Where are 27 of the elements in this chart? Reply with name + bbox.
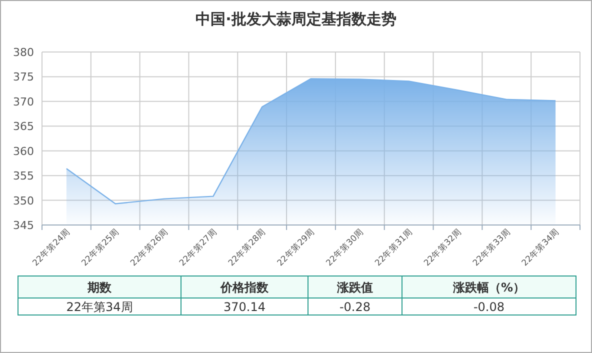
text: 期数 — [86, 280, 112, 294]
x-tick-label: 22年第31周 — [372, 226, 415, 269]
x-tick-label: 22年第32周 — [422, 226, 464, 269]
x-tick-label: 22年第26周 — [128, 226, 170, 269]
x-tick-label: 22年第29周 — [274, 226, 318, 269]
text: 价格指数 — [220, 280, 270, 294]
text: -0.28 — [339, 300, 371, 314]
x-tick-label: 22年第30周 — [324, 226, 366, 269]
y-tick-label: 360 — [13, 144, 34, 158]
y-tick-label: 380 — [13, 46, 34, 59]
text: 涨跌值 — [336, 280, 373, 294]
x-tick-label: 22年第25周 — [79, 226, 122, 269]
y-tick-label: 350 — [13, 194, 34, 208]
text: 370.14 — [224, 300, 266, 314]
x-tick-label: 22年第28周 — [226, 226, 268, 269]
y-tick-label: 365 — [13, 120, 34, 134]
text: -0.08 — [473, 300, 505, 314]
x-tick-label: 22年第34周 — [519, 226, 562, 269]
chart-title: 中国·批发大蒜周定基指数走势 — [196, 10, 396, 28]
y-tick-label: 370 — [13, 95, 34, 108]
x-tick-label: 22年第33周 — [470, 226, 513, 269]
y-tick-label: 355 — [13, 170, 34, 183]
y-tick-label: 375 — [13, 70, 34, 84]
text: 22年第34周 — [66, 300, 133, 314]
y-tick-label: 345 — [13, 219, 34, 232]
text: 涨跌幅（%） — [452, 280, 526, 294]
x-tick-label: 22年第27周 — [177, 226, 220, 269]
